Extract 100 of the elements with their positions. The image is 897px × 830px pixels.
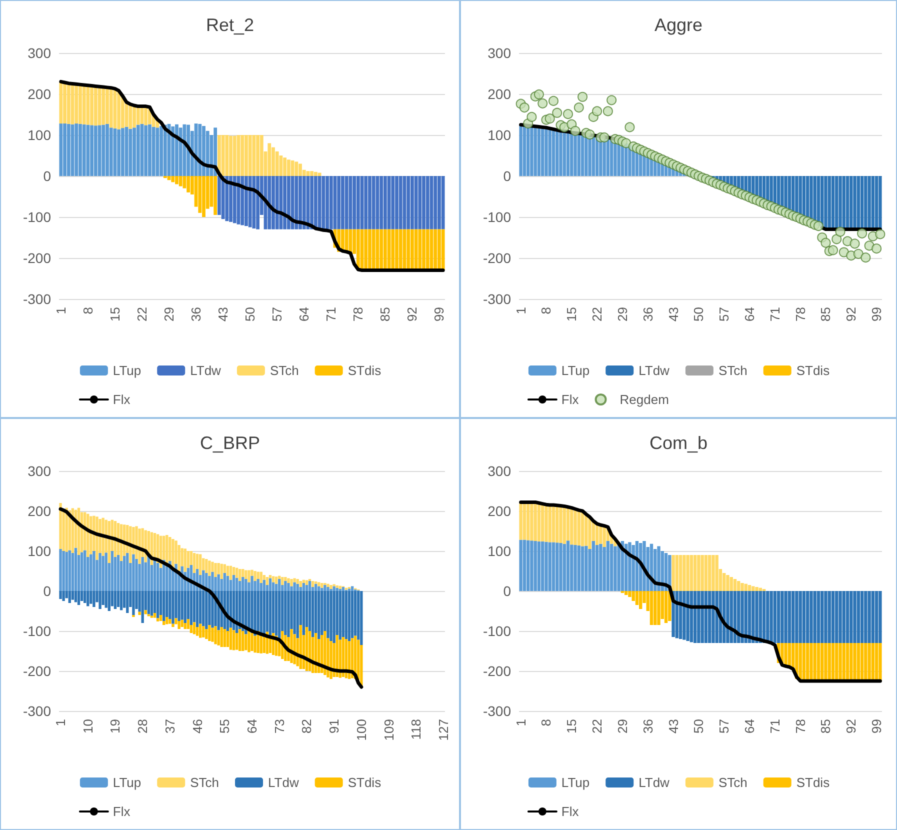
y-tick-label: 200 [28,86,52,102]
y-tick-label: 100 [488,127,512,143]
x-tick-label: 92 [404,307,420,322]
x-tick-label: 1 [53,719,68,726]
x-tick-label: 15 [564,719,580,734]
x-tick-label: 50 [242,307,258,322]
legend-label: LTup [112,775,142,790]
x-tick-label: 37 [162,719,178,734]
legend-label: LTup [561,775,590,790]
x-tick-label: 71 [767,307,782,322]
y-tick-label: -200 [482,663,512,679]
chart-title: Ret_2 [206,15,254,35]
legend-label: Flx [112,804,131,819]
x-tick-label: 36 [188,307,204,322]
x-tick-label: 8 [80,307,96,314]
y-tick-label: -200 [482,250,512,266]
x-tick-label: 73 [272,719,287,734]
x-tick-label: 85 [818,307,834,322]
x-tick-label: 109 [381,719,396,741]
x-tick-label: 1 [513,719,528,726]
x-tick-label: 22 [590,307,605,322]
x-tick-label: 8 [538,307,554,314]
y-tick-label: -300 [482,291,512,307]
legend-label: STdis [796,363,830,378]
y-tick-label: 0 [43,168,52,184]
x-tick-label: 43 [666,307,681,322]
x-tick-label: 92 [844,719,859,734]
x-tick-label: 57 [716,307,732,322]
x-tick-label: 50 [691,719,706,734]
legend-label: LTdw [268,775,300,790]
x-tick-label: 19 [108,719,123,734]
chart-title: C_BRP [200,433,260,453]
legend-label: LTdw [638,363,670,378]
legend-label: LTup [561,363,590,378]
legend-label: STch [270,363,299,378]
x-tick-label: 22 [590,719,605,734]
legend-label: Flx [561,804,580,819]
x-tick-label: 50 [691,307,706,322]
y-tick-label: -200 [22,250,52,266]
legend-label: STdis [348,775,382,790]
y-tick-label: 300 [28,45,52,61]
legend-label: STdis [796,775,830,790]
y-tick-label: 200 [488,86,512,102]
x-tick-label: 28 [135,719,150,734]
y-tick-label: 0 [43,583,52,599]
y-tick-label: -300 [22,291,52,307]
y-tick-label: -100 [482,623,512,639]
x-tick-label: 15 [564,307,580,322]
legend-label: STch [718,363,748,378]
x-tick-label: 1 [513,307,528,314]
x-tick-label: 92 [844,307,859,322]
x-tick-label: 127 [436,719,451,741]
chart-title: Aggre [654,15,703,35]
x-tick-label: 29 [162,307,177,322]
y-tick-label: -100 [22,209,52,225]
y-tick-label: 300 [28,463,52,479]
x-tick-label: 118 [408,719,424,740]
x-tick-label: 85 [818,719,834,734]
x-tick-label: 36 [640,307,656,322]
y-tick-label: 100 [28,127,52,143]
y-tick-label: 0 [503,583,512,599]
x-tick-label: 46 [190,719,205,734]
y-tick-label: -100 [22,623,52,639]
x-tick-label: 78 [792,719,808,734]
x-tick-label: 57 [716,719,732,734]
x-tick-label: 57 [270,307,285,322]
x-tick-label: 99 [432,307,447,322]
x-tick-label: 15 [107,307,122,322]
x-tick-label: 43 [216,307,231,322]
legend-label: Regdem [620,392,669,407]
y-tick-label: 200 [28,503,52,519]
x-tick-label: 29 [614,719,630,734]
legend-label: LTup [112,363,142,378]
y-tick-label: 100 [488,543,512,559]
x-tick-label: 64 [244,719,260,734]
x-tick-label: 8 [538,719,554,726]
x-tick-label: 22 [134,307,150,322]
legend-label: STch [718,775,748,790]
x-tick-label: 91 [326,719,342,734]
legend-label: LTdw [190,363,222,378]
x-tick-label: 78 [792,307,808,322]
x-tick-label: 64 [742,307,758,322]
y-tick-label: -300 [22,703,52,719]
x-tick-label: 29 [614,307,630,322]
x-tick-label: 85 [378,307,393,322]
legend-label: Flx [112,392,131,407]
legend-label: Flx [561,392,580,407]
x-tick-label: 99 [869,307,884,322]
x-tick-label: 55 [217,719,232,734]
x-tick-label: 78 [350,307,366,322]
x-tick-label: 64 [296,307,312,322]
y-tick-label: -300 [482,703,512,719]
y-tick-label: 300 [488,463,512,479]
x-tick-label: 99 [869,719,884,734]
x-tick-label: 82 [299,719,314,734]
y-tick-label: 200 [488,503,512,519]
y-tick-label: 300 [488,45,512,61]
legend-label: STdis [348,363,382,378]
legend-label: STch [190,775,220,790]
x-tick-label: 10 [80,719,96,734]
